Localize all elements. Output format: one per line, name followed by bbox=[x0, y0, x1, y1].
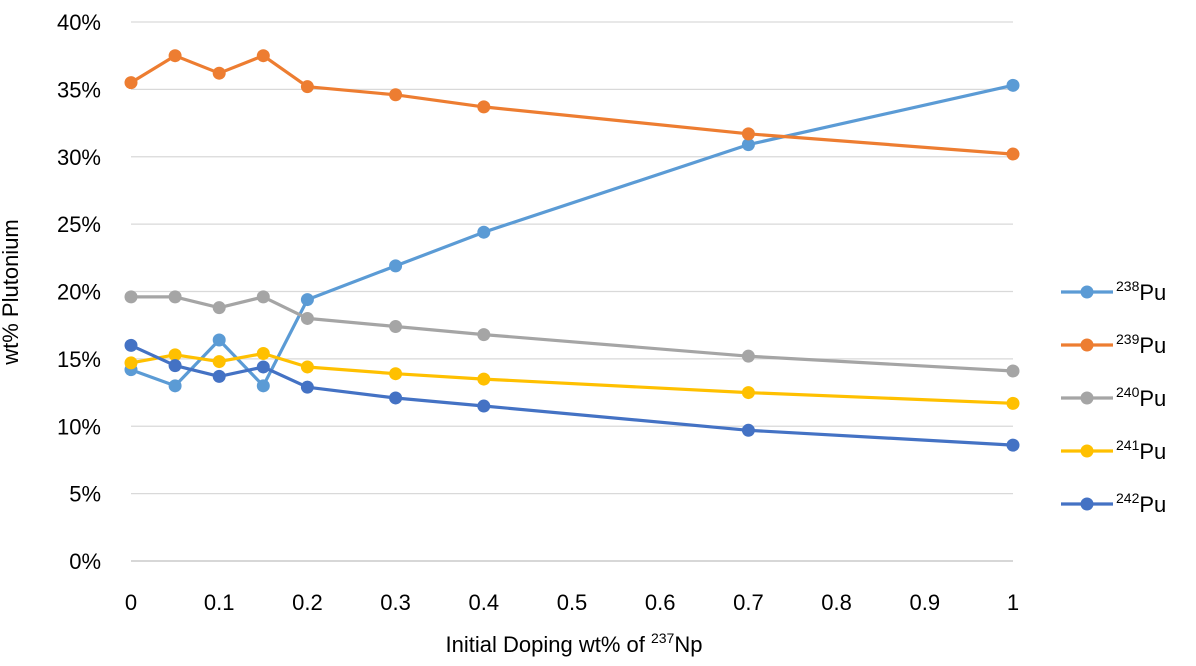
data-point bbox=[477, 399, 491, 413]
x-tick-label: 0.8 bbox=[821, 590, 852, 615]
data-point bbox=[741, 138, 755, 152]
data-point bbox=[212, 369, 226, 383]
data-point bbox=[124, 338, 138, 352]
series-238-pu bbox=[124, 78, 1020, 393]
data-point bbox=[124, 290, 138, 304]
y-tick-label: 20% bbox=[57, 280, 101, 305]
series-line bbox=[130, 54, 1014, 156]
y-tick-label: 10% bbox=[57, 414, 101, 439]
data-point bbox=[168, 359, 182, 373]
legend-item: 241Pu bbox=[1061, 437, 1166, 464]
data-point bbox=[477, 372, 491, 386]
data-point bbox=[389, 88, 403, 102]
data-point bbox=[212, 66, 226, 80]
legend-item: 240Pu bbox=[1061, 384, 1166, 411]
y-tick-label: 15% bbox=[57, 347, 101, 372]
data-point bbox=[741, 423, 755, 437]
data-point bbox=[256, 346, 270, 360]
data-point bbox=[212, 301, 226, 315]
x-tick-label: 0.3 bbox=[380, 590, 411, 615]
x-tick-label: 0 bbox=[125, 590, 137, 615]
legend-item: 242Pu bbox=[1061, 490, 1166, 517]
data-point bbox=[741, 349, 755, 363]
x-tick-label: 0.1 bbox=[204, 590, 235, 615]
data-point bbox=[1006, 396, 1020, 410]
data-point bbox=[256, 49, 270, 63]
y-tick-label: 25% bbox=[57, 212, 101, 237]
legend-marker bbox=[1080, 285, 1094, 299]
legend-label: 242Pu bbox=[1116, 490, 1166, 517]
gridlines bbox=[131, 21, 1013, 495]
legend-label: 238Pu bbox=[1116, 278, 1166, 305]
data-point bbox=[300, 80, 314, 94]
legend-marker bbox=[1080, 444, 1094, 458]
legend-label: 240Pu bbox=[1116, 384, 1166, 411]
data-point bbox=[389, 320, 403, 334]
x-tick-label: 0.7 bbox=[733, 590, 764, 615]
data-point bbox=[124, 356, 138, 370]
x-tick-label: 0.2 bbox=[292, 590, 323, 615]
legend-marker bbox=[1080, 338, 1094, 352]
data-point bbox=[212, 355, 226, 369]
legend-item: 239Pu bbox=[1061, 331, 1166, 358]
data-point bbox=[300, 360, 314, 374]
legend-label: 239Pu bbox=[1116, 331, 1166, 358]
data-point bbox=[389, 367, 403, 381]
legend-item: 238Pu bbox=[1061, 278, 1166, 305]
data-point bbox=[256, 290, 270, 304]
data-point bbox=[168, 49, 182, 63]
x-tick-label: 1 bbox=[1007, 590, 1019, 615]
legend-marker bbox=[1080, 497, 1094, 511]
x-tick-label: 0.6 bbox=[645, 590, 676, 615]
y-tick-label: 40% bbox=[57, 10, 101, 35]
y-tick-label: 0% bbox=[69, 549, 101, 574]
series-group bbox=[124, 49, 1020, 452]
series-242-pu bbox=[124, 338, 1020, 452]
y-tick-label: 5% bbox=[69, 482, 101, 507]
series-241-pu bbox=[124, 346, 1020, 410]
data-point bbox=[168, 348, 182, 362]
data-point bbox=[1006, 147, 1020, 161]
y-tick-label: 35% bbox=[57, 77, 101, 102]
legend-label: 241Pu bbox=[1116, 437, 1166, 464]
data-point bbox=[389, 391, 403, 405]
y-tick-label: 30% bbox=[57, 145, 101, 170]
series-240-pu bbox=[124, 290, 1020, 378]
data-point bbox=[1006, 78, 1020, 92]
data-point bbox=[389, 259, 403, 273]
data-point bbox=[300, 311, 314, 325]
data-point bbox=[741, 386, 755, 400]
legend-marker bbox=[1080, 391, 1094, 405]
x-tick-label: 0.5 bbox=[557, 590, 588, 615]
data-point bbox=[741, 127, 755, 141]
data-point bbox=[256, 360, 270, 374]
x-axis-ticks: 0 0.1 0.2 0.3 0.4 0.5 0.6 0.7 0.8 0.9 1 bbox=[125, 590, 1019, 615]
data-point bbox=[300, 380, 314, 394]
y-axis-ticks: 0% 5% 10% 15% 20% 25% 30% 35% 40% bbox=[57, 10, 101, 574]
data-point bbox=[477, 225, 491, 239]
data-point bbox=[1006, 438, 1020, 452]
series-239-pu bbox=[124, 49, 1020, 161]
data-point bbox=[168, 290, 182, 304]
x-tick-label: 0.9 bbox=[910, 590, 941, 615]
data-point bbox=[124, 76, 138, 90]
x-tick-label: 0.4 bbox=[469, 590, 500, 615]
data-point bbox=[477, 328, 491, 342]
data-point bbox=[1006, 364, 1020, 378]
series-line bbox=[130, 343, 1014, 447]
legend: 238Pu 239Pu 240Pu 241Pu 242Pu bbox=[1061, 278, 1166, 517]
data-point bbox=[212, 333, 226, 347]
data-point bbox=[477, 100, 491, 114]
data-point bbox=[256, 379, 270, 393]
x-axis-title: Initial Doping wt% of 237Np bbox=[446, 630, 703, 657]
data-point bbox=[168, 379, 182, 393]
y-axis-title: wt% Plutonium bbox=[0, 219, 23, 366]
data-point bbox=[300, 293, 314, 307]
